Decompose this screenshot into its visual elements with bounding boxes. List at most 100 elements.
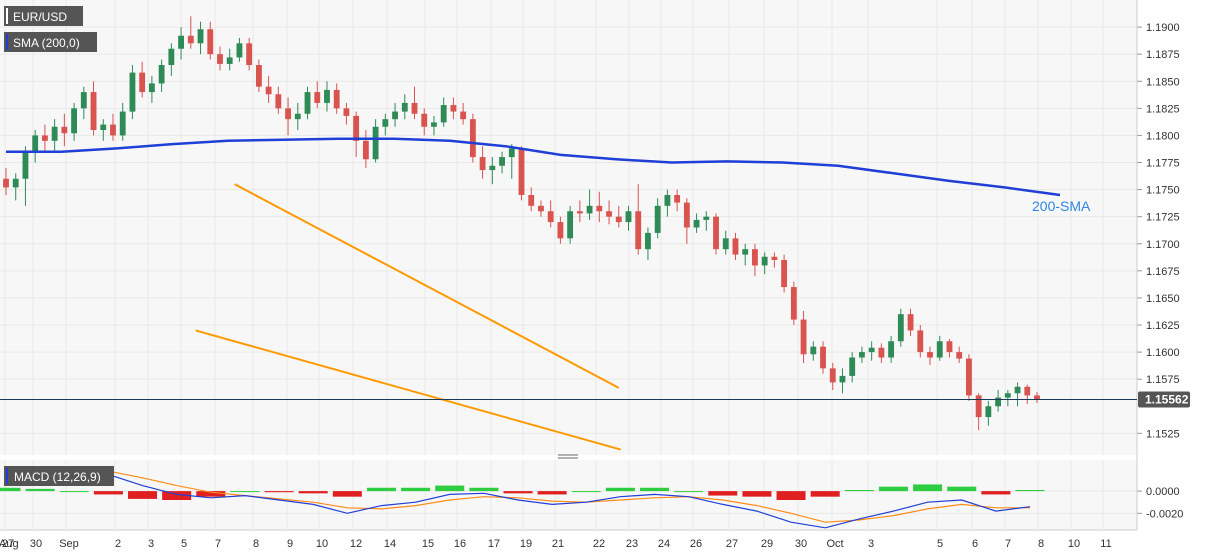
symbol-label: EUR/USD bbox=[13, 10, 67, 24]
macd-histogram-bar bbox=[25, 488, 55, 492]
candle-body bbox=[1014, 386, 1021, 394]
time-axis-label: 8 bbox=[253, 538, 259, 550]
candle-body bbox=[129, 72, 136, 112]
price-tick-label: 1.1775 bbox=[1146, 158, 1180, 170]
time-axis-label: 9 bbox=[287, 538, 293, 550]
candle-body bbox=[654, 205, 661, 233]
candle-body bbox=[917, 330, 924, 353]
time-axis-label: 29 bbox=[761, 538, 773, 550]
time-axis-label: 11 bbox=[1100, 538, 1111, 550]
grid-lines bbox=[0, 0, 1137, 530]
symbol-badge[interactable]: EUR/USD bbox=[4, 6, 83, 26]
time-axis-label: 3 bbox=[868, 538, 874, 550]
candle-body bbox=[275, 94, 282, 109]
candle-body bbox=[625, 211, 632, 223]
price-tick-label: 1.1675 bbox=[1146, 266, 1180, 278]
candle-body bbox=[119, 111, 126, 136]
price-tick-label: 1.1600 bbox=[1146, 347, 1180, 359]
candle-body bbox=[197, 29, 204, 44]
candle-body bbox=[732, 238, 739, 255]
time-axis-label: 21 bbox=[552, 538, 564, 550]
candle-body bbox=[936, 341, 943, 358]
sma-badge[interactable]: SMA (200,0) bbox=[4, 32, 97, 52]
time-axis-label: Aug bbox=[0, 538, 19, 550]
candle-body bbox=[995, 397, 1002, 407]
candle-body bbox=[217, 54, 223, 64]
macd-histogram-bar bbox=[640, 487, 670, 492]
candle-body bbox=[382, 119, 389, 127]
time-axis-label: 26 bbox=[690, 538, 702, 550]
candle-body bbox=[61, 126, 68, 134]
candle-body bbox=[576, 211, 583, 214]
time-axis-label: Sep bbox=[59, 538, 79, 550]
time-axis-label: 5 bbox=[937, 538, 943, 550]
candle-body bbox=[139, 72, 146, 93]
candle-body bbox=[985, 406, 992, 418]
time-axis-label: 5 bbox=[181, 538, 187, 550]
candle-body bbox=[878, 347, 885, 358]
candle-body bbox=[401, 102, 408, 112]
candle-body bbox=[1004, 393, 1011, 398]
candle-body bbox=[606, 211, 612, 217]
symbol-badge-background bbox=[4, 6, 83, 26]
candle-body bbox=[956, 352, 963, 359]
macd-histogram-bar bbox=[810, 491, 840, 497]
macd-histogram-bar bbox=[742, 491, 772, 497]
candle-body bbox=[450, 105, 457, 112]
candle-body bbox=[528, 195, 535, 206]
time-axis-label: 14 bbox=[384, 538, 396, 550]
candle-body bbox=[294, 113, 301, 120]
price-tag: 1.15562 bbox=[1138, 391, 1190, 408]
candle-body bbox=[411, 102, 418, 114]
time-axis-label: 3 bbox=[148, 538, 154, 550]
macd-histogram-bar bbox=[537, 491, 567, 495]
sma-200-line bbox=[6, 137, 1061, 197]
macd-histogram-bar bbox=[264, 491, 294, 493]
sma-200-annotation: 200-SMA bbox=[1032, 198, 1091, 214]
candle-body bbox=[226, 57, 233, 64]
pane-resize-handle[interactable] bbox=[558, 454, 578, 459]
candle-body bbox=[508, 148, 515, 158]
macd-histogram-bar bbox=[981, 491, 1011, 495]
macd-tick-label: 0.0000 bbox=[1146, 486, 1180, 498]
macd-badge-background bbox=[4, 466, 114, 486]
price-tick-label: 1.1575 bbox=[1146, 374, 1180, 386]
candle-body bbox=[839, 375, 846, 383]
candle-body bbox=[868, 347, 875, 353]
macd-badge[interactable]: MACD (12,26,9) bbox=[4, 466, 114, 486]
candle-body bbox=[645, 232, 651, 250]
time-axis-label: 22 bbox=[593, 538, 605, 550]
candle-body bbox=[207, 29, 214, 55]
candle-body bbox=[265, 86, 272, 95]
sma-label: SMA (200,0) bbox=[13, 36, 80, 50]
candle-body bbox=[965, 358, 972, 396]
time-axis-label: 2 bbox=[115, 538, 121, 550]
time-axis-label: 8 bbox=[1038, 538, 1044, 550]
candle-body bbox=[761, 256, 768, 266]
falling-wedge-lower-line bbox=[195, 329, 621, 451]
time-axis-label: 30 bbox=[795, 538, 807, 550]
candle-body bbox=[100, 124, 107, 130]
candle-body bbox=[615, 216, 622, 223]
time-axis-label: 27 bbox=[2, 538, 14, 550]
candle-body bbox=[674, 195, 681, 203]
candle-body bbox=[897, 314, 904, 342]
candle-body bbox=[771, 256, 778, 260]
candle-body bbox=[567, 211, 574, 239]
macd-histogram-bar bbox=[298, 491, 328, 494]
macd-histogram-bar bbox=[0, 487, 21, 492]
macd-indicator bbox=[0, 468, 1045, 529]
candle-body bbox=[440, 105, 447, 123]
candle-body bbox=[460, 111, 467, 120]
candle-body bbox=[713, 216, 719, 250]
price-tick-label: 1.1725 bbox=[1146, 212, 1180, 224]
candle-body bbox=[178, 35, 184, 49]
candle-body bbox=[518, 148, 525, 195]
candle-body bbox=[110, 124, 116, 136]
price-tag-value: 1.15562 bbox=[1145, 393, 1189, 407]
time-axis-label: 24 bbox=[658, 538, 670, 550]
candle-body bbox=[158, 65, 165, 84]
price-tick-label: 1.1900 bbox=[1146, 22, 1180, 34]
candle-body bbox=[859, 352, 865, 358]
price-tick-label: 1.1625 bbox=[1146, 320, 1180, 332]
